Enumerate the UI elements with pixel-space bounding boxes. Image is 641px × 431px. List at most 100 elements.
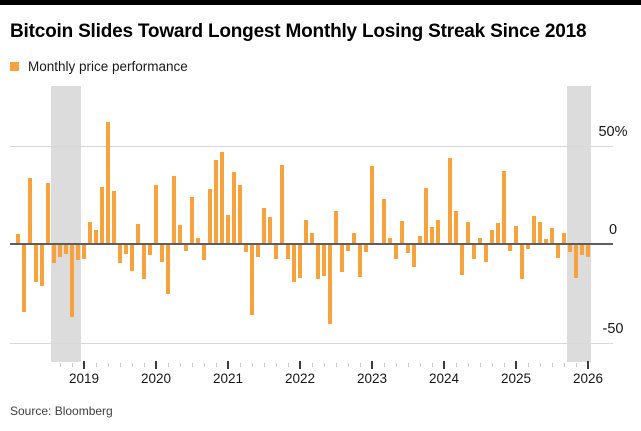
bar-2022-03 (310, 233, 314, 244)
bar-2018-09 (58, 245, 62, 257)
x-axis-label-2024: 2024 (428, 371, 460, 386)
bar-2024-12 (508, 245, 512, 251)
bar-2022-04 (316, 245, 320, 280)
top-black-bar (0, 0, 641, 5)
bar-2024-07 (478, 238, 482, 244)
bar-2022-01 (298, 245, 302, 278)
gridline--50 (10, 342, 613, 344)
bar-2019-10 (136, 223, 140, 244)
x-axis-tick-minor (60, 363, 61, 367)
x-axis-tick-minor (408, 363, 409, 367)
x-axis-tick-year-2023 (371, 361, 373, 369)
bar-2022-10 (352, 233, 356, 244)
bar-2019-02 (88, 222, 92, 244)
bar-2019-06 (112, 190, 116, 244)
zero-axis-line (10, 243, 613, 245)
bar-2018-12 (76, 245, 80, 260)
x-axis-label-2019: 2019 (68, 371, 100, 386)
bar-2021-09 (274, 245, 278, 259)
bar-2025-08 (556, 245, 560, 258)
bar-2025-04 (532, 216, 536, 244)
bar-2023-05 (394, 245, 398, 259)
bar-2024-09 (490, 229, 494, 244)
bar-2025-11 (574, 245, 578, 279)
x-axis-tick-minor (384, 363, 385, 367)
bar-2018-07 (46, 182, 50, 244)
bar-2019-07 (118, 245, 122, 263)
bar-2022-11 (358, 245, 362, 277)
bar-2021-02 (232, 171, 236, 244)
bar-2024-06 (472, 245, 476, 259)
losing-streak-highlight (567, 86, 591, 362)
bar-2024-08 (484, 245, 488, 263)
x-axis-label-2026: 2026 (572, 371, 604, 386)
bar-2025-03 (526, 245, 530, 250)
bar-2020-03 (166, 245, 170, 295)
bar-2021-05 (250, 245, 254, 315)
source-attribution: Source: Bloomberg (10, 404, 113, 418)
x-axis-tick-minor (120, 363, 121, 367)
x-axis-tick-minor (564, 363, 565, 367)
x-axis-tick-minor (492, 363, 493, 367)
x-axis-label-2020: 2020 (140, 371, 172, 386)
bar-2023-10 (424, 187, 428, 244)
x-axis-tick-minor (468, 363, 469, 367)
bar-2020-01 (154, 185, 158, 244)
bar-2025-07 (550, 228, 554, 244)
bar-2019-03 (94, 230, 98, 244)
y-axis-label--50: -50 (602, 320, 624, 337)
x-axis-label-2021: 2021 (212, 371, 244, 386)
x-axis-tick-minor (324, 363, 325, 367)
x-axis-tick-minor (108, 363, 109, 367)
bar-2025-05 (538, 222, 542, 244)
bar-2024-10 (496, 222, 500, 244)
legend-label: Monthly price performance (28, 59, 188, 74)
bar-2022-08 (340, 245, 344, 273)
x-axis-label-2023: 2023 (356, 371, 388, 386)
bar-2018-04 (28, 178, 32, 244)
x-axis-tick-minor (144, 363, 145, 367)
bar-2018-03 (22, 245, 26, 312)
bar-2020-08 (196, 238, 200, 244)
x-axis-tick-minor (348, 363, 349, 367)
x-axis-tick-minor (312, 363, 313, 367)
bar-2021-10 (280, 165, 284, 244)
x-axis-tick-minor (552, 363, 553, 367)
bar-2023-11 (430, 226, 434, 244)
bar-2022-07 (334, 210, 338, 244)
bar-2021-12 (292, 245, 296, 283)
x-axis-tick-minor (192, 363, 193, 367)
bar-2025-06 (544, 239, 548, 244)
bar-2020-05 (178, 225, 182, 244)
bar-2021-07 (262, 208, 266, 244)
bar-2024-11 (502, 170, 506, 244)
bar-2024-03 (454, 211, 458, 244)
bar-2019-11 (142, 245, 146, 280)
x-axis-tick-year-2022 (299, 361, 301, 369)
x-axis-tick-minor (540, 363, 541, 367)
x-axis-tick-minor (504, 363, 505, 367)
y-axis-label-50: 50% (598, 123, 628, 140)
bar-2025-01 (514, 225, 518, 244)
bar-2022-06 (328, 245, 332, 324)
x-axis-tick-year-2020 (155, 361, 157, 369)
x-axis-tick-minor (264, 363, 265, 367)
bar-2018-02 (16, 234, 20, 244)
x-axis-tick-year-2021 (227, 361, 229, 369)
bar-2025-02 (520, 245, 524, 280)
x-axis-tick-minor (132, 363, 133, 367)
bar-2018-08 (52, 245, 56, 264)
x-axis-tick-year-2024 (443, 361, 445, 369)
x-axis-tick-minor (168, 363, 169, 367)
bar-2026-01 (586, 245, 590, 258)
bar-2020-04 (172, 176, 176, 244)
bar-2019-01 (82, 245, 86, 259)
x-axis-tick-minor (528, 363, 529, 367)
x-axis-tick-minor (288, 363, 289, 367)
bar-2018-10 (64, 245, 68, 254)
x-axis-tick-minor (336, 363, 337, 367)
bar-2022-05 (322, 245, 326, 276)
x-axis-tick-year-2025 (515, 361, 517, 369)
